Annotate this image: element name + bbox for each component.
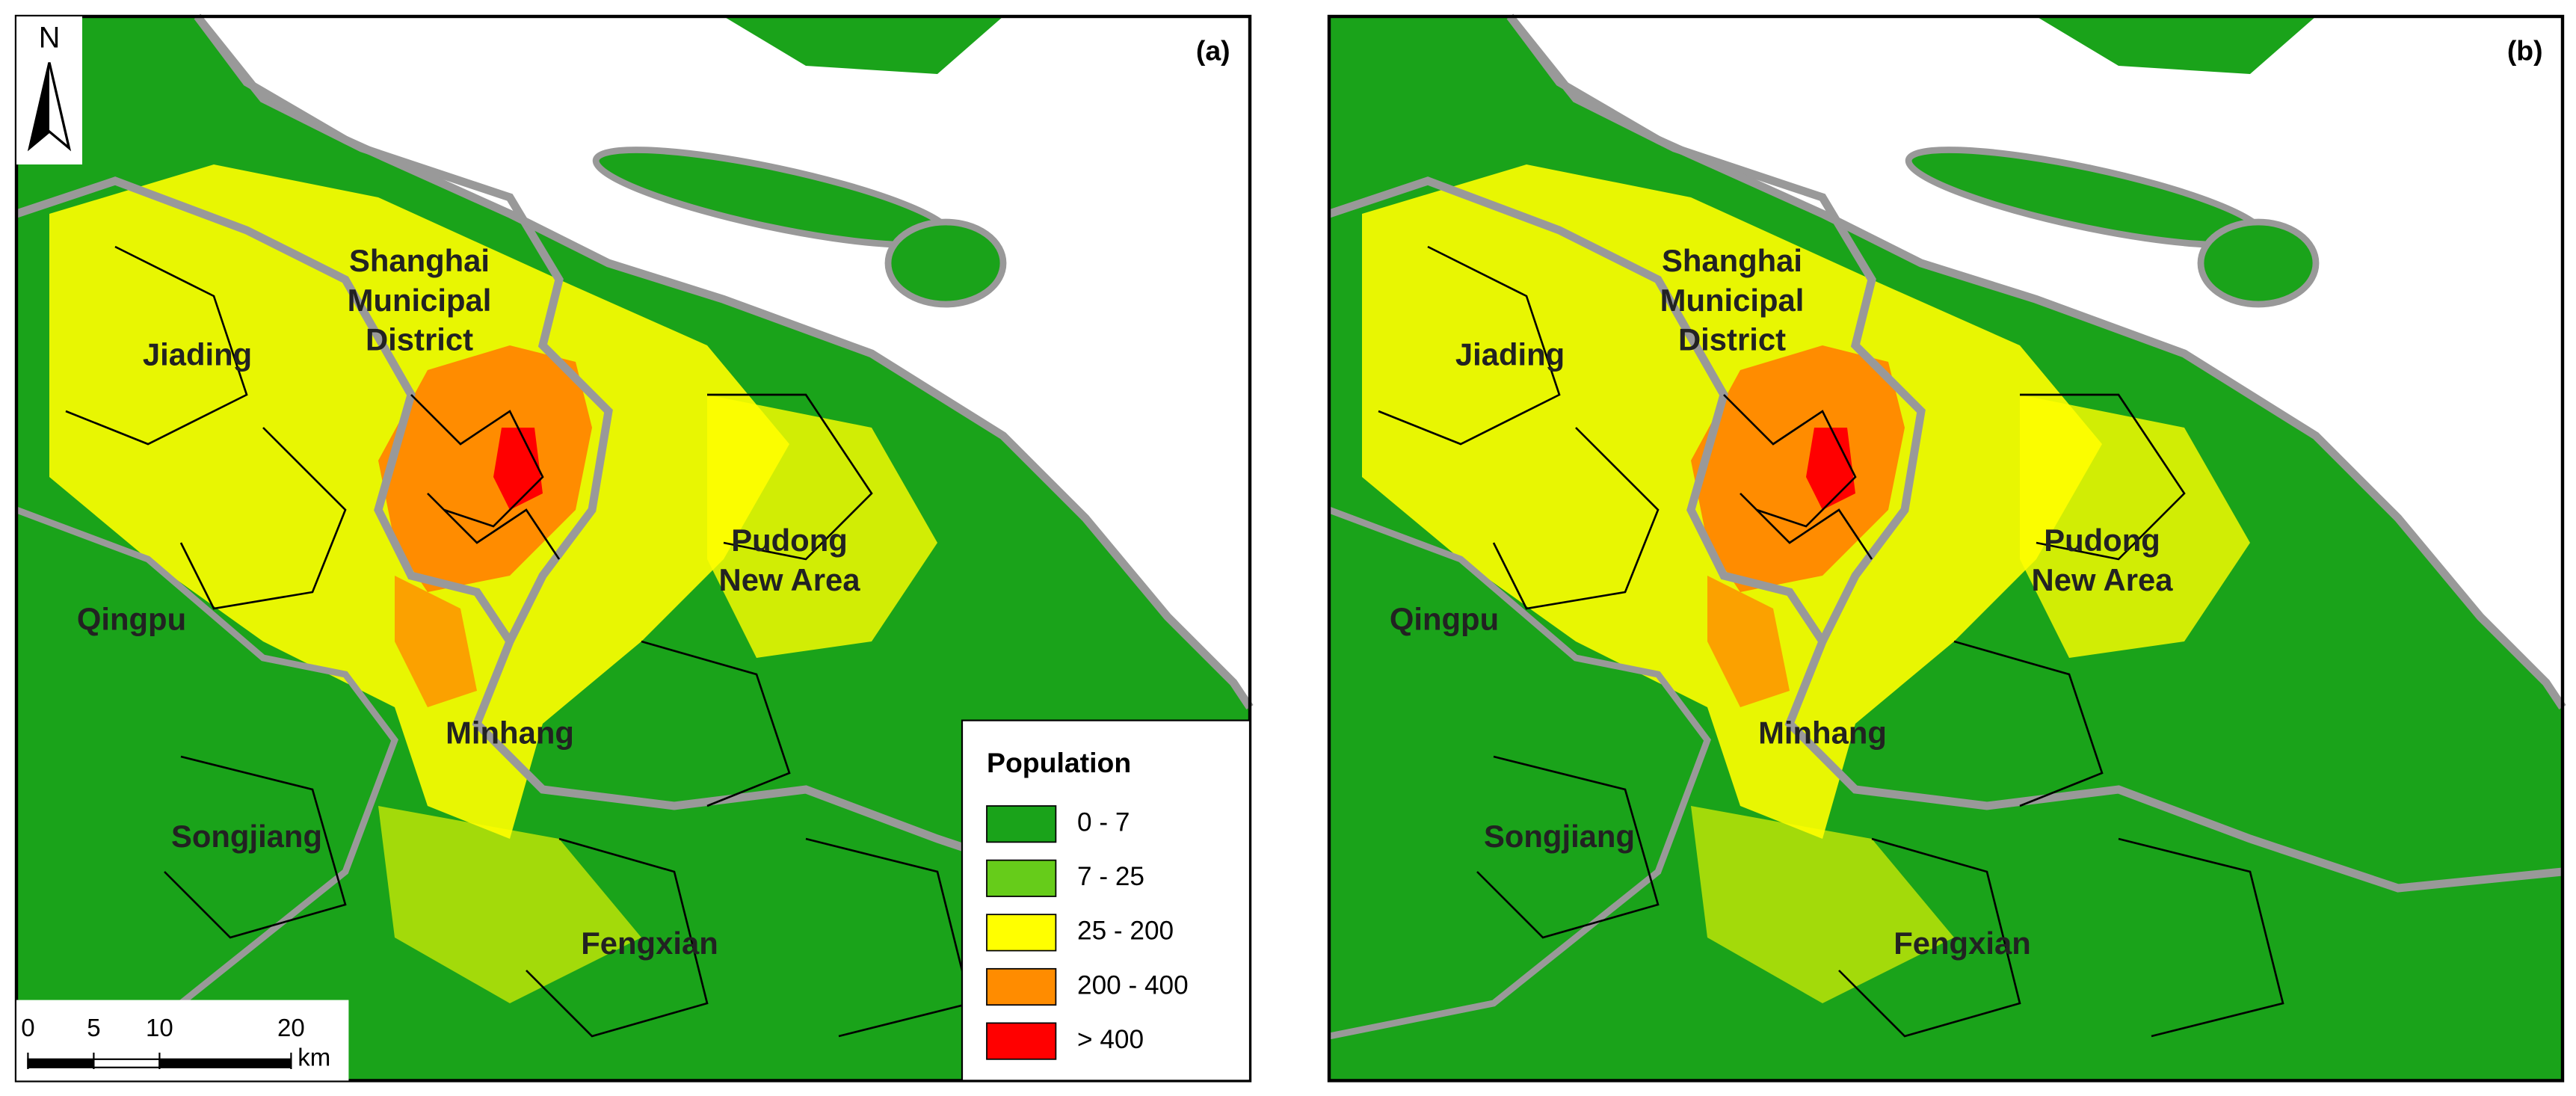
scale-segment [93,1058,161,1068]
scale-unit: km [298,1044,330,1071]
legend-swatch [986,1022,1057,1060]
district-label: Municipal [348,283,492,318]
scale-tick-label: 5 [87,1014,100,1041]
north-label: N [39,21,61,54]
legend-label: > 400 [1077,1025,1144,1054]
district-label: Songjiang [171,819,322,854]
map-panel: (a) Shanghai Municipal District Jiading Pudon… [16,16,1250,1080]
district-label: Municipal [1660,283,1805,318]
scale-segment [158,1058,292,1068]
district-label: Fengxian [581,926,718,961]
legend-title: Population [987,747,1131,778]
scale-segment [27,1058,95,1068]
legend-swatch [986,805,1057,843]
district-label: Songjiang [1484,819,1635,854]
district-label: Jiading [1455,336,1565,372]
legend-swatch [986,859,1057,897]
district-label: Qingpu [1390,602,1499,637]
panel-label: (a) [1196,34,1230,66]
legend-swatch [986,914,1057,952]
district-label: Pudong [731,523,848,558]
legend-swatch [986,967,1057,1006]
legend-label: 200 - 400 [1077,970,1189,1000]
district-label: District [1678,322,1786,357]
district-label: Shanghai [349,243,490,278]
district-label: New Area [719,562,861,597]
district-label: Qingpu [77,602,186,637]
legend-box [961,719,1251,1082]
district-label: Pudong [2044,523,2160,558]
district-label: Shanghai [1662,243,1802,278]
legend-label: 7 - 25 [1077,862,1144,891]
scale-tick-label: 0 [21,1014,34,1041]
district-label: Minhang [446,715,574,750]
scale-tick-label: 20 [277,1014,305,1041]
panel-label: (b) [2507,34,2543,66]
district-label: New Area [2032,562,2174,597]
district-label: Jiading [143,336,252,372]
map-panel: (b) Shanghai Municipal District Jiading Pudon… [1329,16,2563,1080]
scale-tick-label: 10 [146,1014,173,1041]
district-label: District [366,322,473,357]
district-label: Minhang [1758,715,1887,750]
legend-label: 25 - 200 [1077,917,1174,946]
legend-label: 0 - 7 [1077,807,1130,837]
district-label: Fengxian [1894,926,2030,961]
